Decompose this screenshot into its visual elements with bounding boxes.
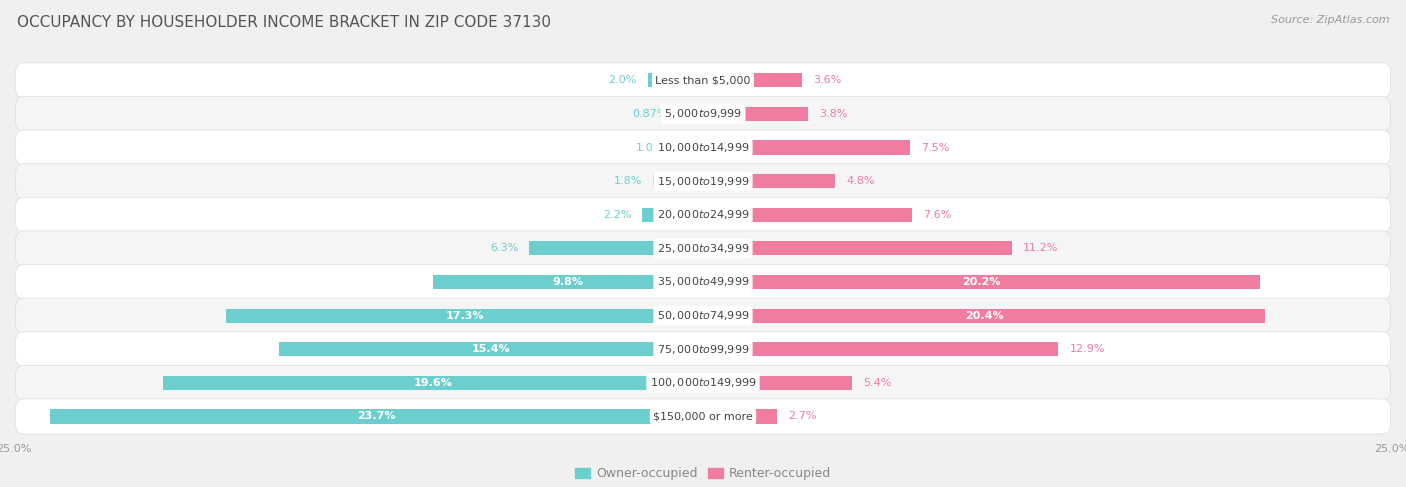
Text: $50,000 to $74,999: $50,000 to $74,999 bbox=[657, 309, 749, 322]
Text: 1.0%: 1.0% bbox=[636, 143, 665, 152]
FancyBboxPatch shape bbox=[15, 96, 1391, 131]
Bar bbox=[703, 309, 1265, 323]
Text: 3.6%: 3.6% bbox=[813, 75, 841, 85]
Text: $75,000 to $99,999: $75,000 to $99,999 bbox=[657, 343, 749, 356]
Text: 9.8%: 9.8% bbox=[553, 277, 583, 287]
Text: 1.8%: 1.8% bbox=[614, 176, 643, 186]
Text: $35,000 to $49,999: $35,000 to $49,999 bbox=[657, 276, 749, 288]
FancyBboxPatch shape bbox=[15, 298, 1391, 333]
Text: 3.8%: 3.8% bbox=[818, 109, 848, 119]
Text: 7.5%: 7.5% bbox=[921, 143, 949, 152]
FancyBboxPatch shape bbox=[15, 231, 1391, 266]
Bar bbox=[433, 275, 703, 289]
Bar bbox=[703, 275, 1260, 289]
Bar bbox=[703, 376, 852, 390]
Bar bbox=[226, 309, 703, 323]
Bar bbox=[703, 342, 1059, 356]
Text: 2.2%: 2.2% bbox=[603, 210, 631, 220]
FancyBboxPatch shape bbox=[15, 197, 1391, 232]
Text: 2.7%: 2.7% bbox=[789, 412, 817, 421]
Bar bbox=[679, 107, 703, 121]
Text: $15,000 to $19,999: $15,000 to $19,999 bbox=[657, 175, 749, 187]
Text: 17.3%: 17.3% bbox=[446, 311, 484, 320]
Text: 15.4%: 15.4% bbox=[471, 344, 510, 354]
Bar bbox=[643, 207, 703, 222]
Bar bbox=[703, 242, 1012, 255]
Bar bbox=[163, 376, 703, 390]
Text: 11.2%: 11.2% bbox=[1022, 244, 1059, 253]
FancyBboxPatch shape bbox=[15, 332, 1391, 367]
FancyBboxPatch shape bbox=[15, 63, 1391, 98]
FancyBboxPatch shape bbox=[15, 164, 1391, 199]
Text: 19.6%: 19.6% bbox=[413, 378, 453, 388]
Text: $5,000 to $9,999: $5,000 to $9,999 bbox=[664, 108, 742, 120]
Text: 12.9%: 12.9% bbox=[1070, 344, 1105, 354]
Text: $150,000 or more: $150,000 or more bbox=[654, 412, 752, 421]
FancyBboxPatch shape bbox=[15, 130, 1391, 165]
Bar bbox=[703, 207, 912, 222]
Bar bbox=[703, 107, 807, 121]
Text: 20.4%: 20.4% bbox=[965, 311, 1004, 320]
Text: 7.6%: 7.6% bbox=[924, 210, 952, 220]
Text: $25,000 to $34,999: $25,000 to $34,999 bbox=[657, 242, 749, 255]
Text: 20.2%: 20.2% bbox=[962, 277, 1001, 287]
Text: $10,000 to $14,999: $10,000 to $14,999 bbox=[657, 141, 749, 154]
Bar bbox=[278, 342, 703, 356]
Text: $100,000 to $149,999: $100,000 to $149,999 bbox=[650, 376, 756, 389]
FancyBboxPatch shape bbox=[15, 365, 1391, 400]
Bar bbox=[703, 410, 778, 424]
Text: Less than $5,000: Less than $5,000 bbox=[655, 75, 751, 85]
Text: 4.8%: 4.8% bbox=[846, 176, 875, 186]
Bar bbox=[648, 73, 703, 87]
Bar bbox=[675, 140, 703, 154]
FancyBboxPatch shape bbox=[15, 264, 1391, 300]
Bar bbox=[49, 410, 703, 424]
Bar bbox=[530, 242, 703, 255]
Text: 0.87%: 0.87% bbox=[633, 109, 668, 119]
FancyBboxPatch shape bbox=[15, 399, 1391, 434]
Text: 23.7%: 23.7% bbox=[357, 412, 395, 421]
Legend: Owner-occupied, Renter-occupied: Owner-occupied, Renter-occupied bbox=[569, 462, 837, 485]
Text: OCCUPANCY BY HOUSEHOLDER INCOME BRACKET IN ZIP CODE 37130: OCCUPANCY BY HOUSEHOLDER INCOME BRACKET … bbox=[17, 15, 551, 30]
Bar bbox=[654, 174, 703, 188]
Text: 5.4%: 5.4% bbox=[863, 378, 891, 388]
Bar bbox=[703, 73, 803, 87]
Text: $20,000 to $24,999: $20,000 to $24,999 bbox=[657, 208, 749, 221]
Bar bbox=[703, 174, 835, 188]
Bar bbox=[703, 140, 910, 154]
Text: Source: ZipAtlas.com: Source: ZipAtlas.com bbox=[1271, 15, 1389, 25]
Text: 2.0%: 2.0% bbox=[609, 75, 637, 85]
Text: 6.3%: 6.3% bbox=[491, 244, 519, 253]
